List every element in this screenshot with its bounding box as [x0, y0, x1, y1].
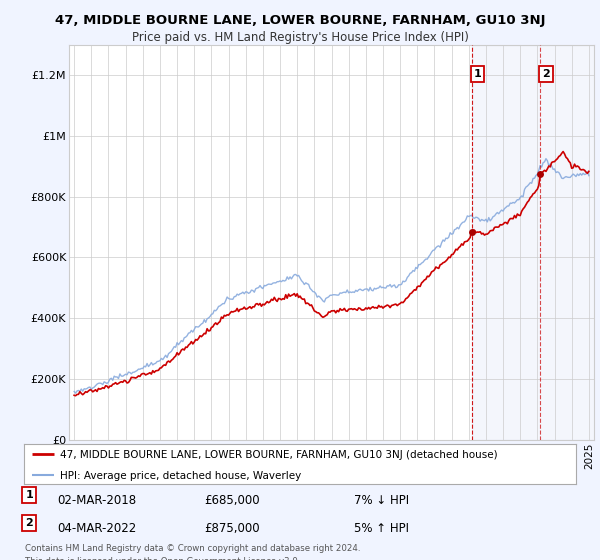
Text: 5% ↑ HPI: 5% ↑ HPI — [354, 522, 409, 535]
Text: 47, MIDDLE BOURNE LANE, LOWER BOURNE, FARNHAM, GU10 3NJ (detached house): 47, MIDDLE BOURNE LANE, LOWER BOURNE, FA… — [60, 450, 497, 460]
Text: 47, MIDDLE BOURNE LANE, LOWER BOURNE, FARNHAM, GU10 3NJ: 47, MIDDLE BOURNE LANE, LOWER BOURNE, FA… — [55, 14, 545, 27]
Text: 1: 1 — [25, 490, 33, 500]
Text: Price paid vs. HM Land Registry's House Price Index (HPI): Price paid vs. HM Land Registry's House … — [131, 31, 469, 44]
Text: £875,000: £875,000 — [204, 522, 260, 535]
Text: 1: 1 — [473, 69, 481, 79]
Text: HPI: Average price, detached house, Waverley: HPI: Average price, detached house, Wave… — [60, 471, 301, 481]
Text: 2: 2 — [542, 69, 550, 79]
Text: Contains HM Land Registry data © Crown copyright and database right 2024.
This d: Contains HM Land Registry data © Crown c… — [25, 544, 361, 560]
Text: 2: 2 — [25, 518, 33, 528]
Text: £685,000: £685,000 — [204, 494, 260, 507]
Bar — [472, 45, 600, 440]
Text: 7% ↓ HPI: 7% ↓ HPI — [354, 494, 409, 507]
Text: 02-MAR-2018: 02-MAR-2018 — [57, 494, 136, 507]
Text: 04-MAR-2022: 04-MAR-2022 — [57, 522, 136, 535]
